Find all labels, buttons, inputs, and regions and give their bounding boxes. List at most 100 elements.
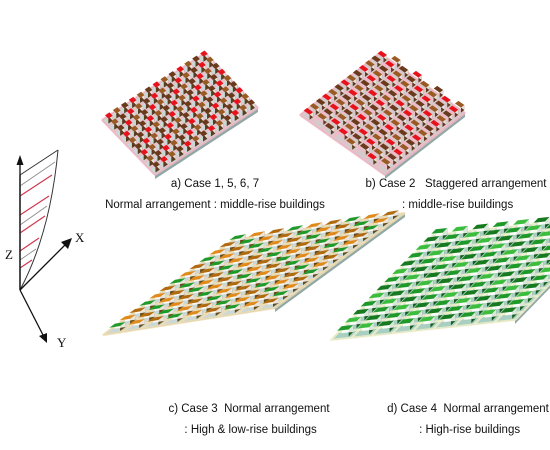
building xyxy=(412,70,422,83)
building xyxy=(139,300,156,310)
coordinate-system: Z X Y xyxy=(5,149,85,350)
building xyxy=(200,50,208,62)
panel-d-caption-line1: d) Case 4 Normal arrangement xyxy=(387,403,550,415)
building xyxy=(329,103,340,116)
building xyxy=(443,233,460,246)
street-line xyxy=(384,112,466,176)
building xyxy=(384,123,394,136)
building xyxy=(164,133,172,145)
building xyxy=(454,100,465,113)
street-line xyxy=(101,119,156,176)
building xyxy=(546,224,550,229)
building xyxy=(231,109,240,121)
panel-a-caption-line2: Normal arrangement : middle-rise buildin… xyxy=(105,199,325,211)
building xyxy=(136,131,145,143)
building xyxy=(168,71,177,83)
building xyxy=(337,324,354,337)
building xyxy=(223,114,232,127)
building xyxy=(286,225,304,235)
building xyxy=(448,105,459,118)
building xyxy=(500,307,517,319)
building xyxy=(160,116,169,128)
building xyxy=(402,109,413,122)
building xyxy=(238,238,255,248)
building xyxy=(264,274,281,284)
building xyxy=(176,105,184,118)
wind-profile-diagram xyxy=(19,149,59,291)
street-line xyxy=(188,62,243,120)
street-line xyxy=(330,318,516,342)
building xyxy=(150,92,159,104)
building xyxy=(338,128,349,140)
building xyxy=(353,220,370,230)
building xyxy=(496,293,512,305)
building xyxy=(229,81,238,93)
building xyxy=(366,138,376,151)
building xyxy=(178,94,186,106)
building xyxy=(331,118,341,131)
building xyxy=(357,322,374,335)
building xyxy=(359,143,370,155)
building xyxy=(352,308,369,321)
building xyxy=(426,308,443,320)
building xyxy=(176,305,194,315)
building xyxy=(229,234,246,244)
building xyxy=(283,271,300,281)
building xyxy=(205,295,223,305)
building xyxy=(411,134,422,147)
building xyxy=(217,68,226,81)
building xyxy=(216,276,234,286)
building xyxy=(447,305,464,318)
building xyxy=(384,276,401,289)
building xyxy=(185,309,203,320)
building xyxy=(350,118,361,131)
building xyxy=(415,100,425,112)
building xyxy=(497,235,514,247)
panel-c-caption-line1: c) Case 3 Normal arrangement xyxy=(168,403,330,415)
building xyxy=(530,238,547,251)
building xyxy=(227,257,244,267)
building xyxy=(303,107,314,120)
building xyxy=(322,254,339,264)
building xyxy=(228,245,245,255)
building xyxy=(179,270,196,280)
building xyxy=(195,112,204,125)
building xyxy=(412,266,429,278)
building xyxy=(450,283,467,296)
building xyxy=(126,108,135,120)
x-axis-label: X xyxy=(75,230,85,245)
x-axis-arrow-icon xyxy=(61,238,72,249)
building xyxy=(312,261,329,271)
building xyxy=(372,70,383,82)
building xyxy=(105,112,113,124)
building xyxy=(376,284,393,297)
building xyxy=(378,320,394,333)
building xyxy=(275,244,293,254)
building xyxy=(407,252,424,264)
building xyxy=(524,282,541,295)
building xyxy=(543,245,550,254)
building xyxy=(254,282,271,292)
building xyxy=(189,106,198,119)
building xyxy=(314,226,332,236)
building xyxy=(462,289,479,302)
building xyxy=(209,113,218,126)
building xyxy=(371,55,381,68)
building xyxy=(174,77,183,89)
building xyxy=(266,239,284,249)
building xyxy=(217,264,234,274)
building xyxy=(409,288,426,300)
building xyxy=(177,134,186,146)
building xyxy=(197,279,214,289)
building xyxy=(129,307,146,317)
building xyxy=(152,81,161,93)
building xyxy=(193,124,202,136)
building xyxy=(142,137,151,150)
y-axis-line xyxy=(19,289,44,336)
building xyxy=(162,104,171,117)
panel-b-building-array xyxy=(299,50,466,179)
building xyxy=(197,101,206,113)
building xyxy=(332,246,349,256)
building xyxy=(305,222,323,232)
building xyxy=(324,122,335,135)
